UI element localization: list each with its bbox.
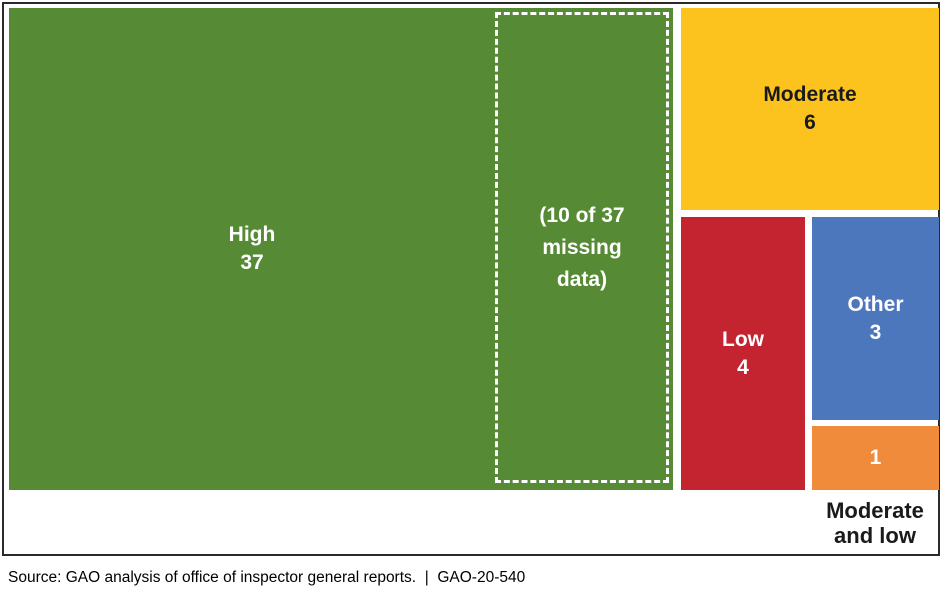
tile-moderate-value: 6 (804, 111, 816, 134)
tile-moderate-label-block: Moderate 6 (681, 8, 939, 210)
tile-other-label: Other (847, 292, 904, 316)
tile-other-label-block: Other 3 (812, 217, 939, 420)
missing-data-annotation-text: (10 of 37 missing data) (539, 200, 624, 296)
tile-low-label: Low (722, 327, 764, 351)
treemap-tile-other: Other 3 (812, 217, 939, 420)
treemap-tile-low: Low 4 (681, 217, 805, 490)
tile-other-value: 3 (869, 320, 882, 344)
missing-data-annotation-box: (10 of 37 missing data) (495, 12, 669, 483)
tile-moderate-and-low-value: 1 (869, 446, 882, 469)
treemap-tile-high: High 37 (10 of 37 missing data) (9, 8, 673, 490)
tile-low-value: 4 (737, 355, 749, 379)
annotation-line-2: missing (542, 235, 622, 259)
treemap-tile-moderate: Moderate 6 (681, 8, 939, 210)
tile-high-label: High (228, 223, 276, 246)
annotation-line-3: data) (556, 267, 608, 291)
annotation-line-1: (10 of 37 (539, 203, 625, 227)
tile-moderate-and-low-value-block: 1 (812, 426, 939, 490)
tile-high-label-block: High 37 (9, 8, 495, 490)
tile-low-label-block: Low 4 (681, 217, 805, 490)
tile-high-value: 37 (240, 251, 264, 274)
moderate-and-low-outside-label: Moderate and low (826, 498, 924, 548)
tile-moderate-label: Moderate (763, 83, 857, 106)
source-caption: Source: GAO analysis of office of inspec… (8, 569, 526, 586)
treemap-tile-moderate-and-low: 1 (812, 426, 939, 490)
